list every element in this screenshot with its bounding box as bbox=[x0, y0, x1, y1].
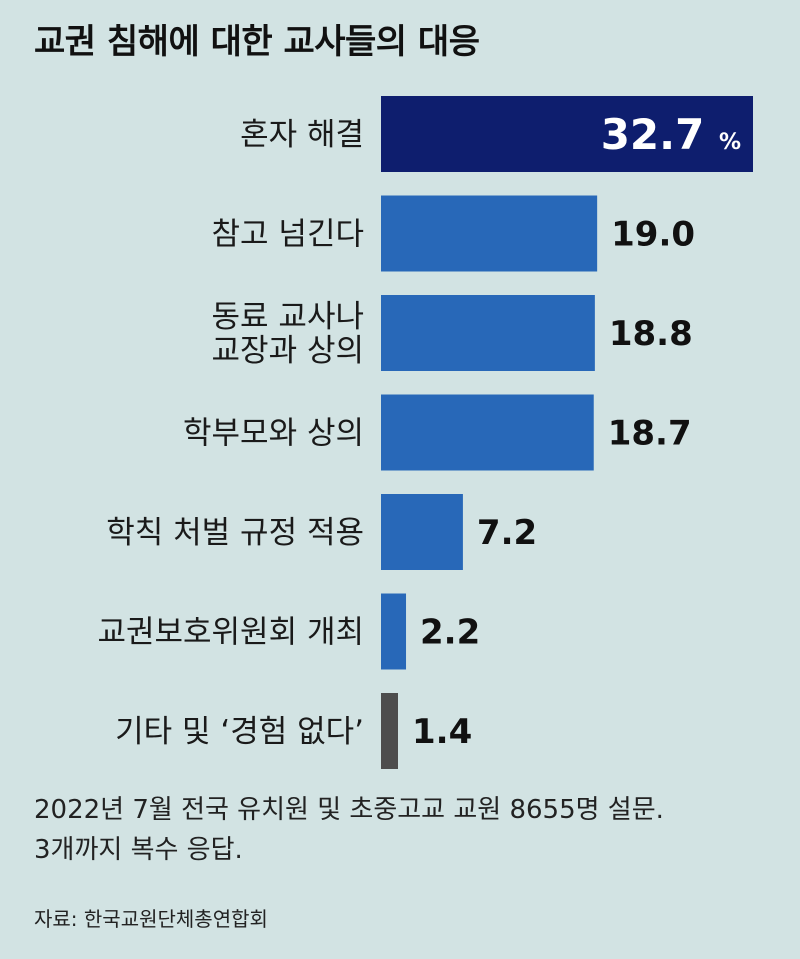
value-label-1: 32.7 % bbox=[601, 110, 741, 159]
category-label-4: 학부모와 상의 bbox=[183, 416, 364, 452]
bar-6 bbox=[381, 593, 407, 670]
bar-4 bbox=[381, 394, 594, 471]
bar-7 bbox=[381, 693, 398, 769]
category-label-7: 기타 및 ‘경험 없다’ bbox=[115, 714, 364, 750]
value-label-4: 18.7 bbox=[608, 414, 692, 454]
category-label-3-line-1: 동료 교사나 bbox=[212, 299, 364, 335]
bar-1 bbox=[381, 96, 753, 172]
survey-note-line-1: 2022년 7월 전국 유치원 및 초중고교 교원 8655명 설문. bbox=[34, 795, 664, 825]
category-label-3-line-2: 교장과 상의 bbox=[212, 333, 364, 369]
survey-note-line-2: 3개까지 복수 응답. bbox=[34, 835, 243, 865]
bar-5 bbox=[381, 494, 463, 570]
category-label-5: 학칙 처벌 규정 적용 bbox=[106, 515, 364, 551]
value-label-3: 18.8 bbox=[609, 314, 693, 354]
bar-3 bbox=[381, 295, 595, 371]
value-label-2: 19.0 bbox=[611, 215, 695, 255]
value-unit: % bbox=[719, 130, 741, 155]
category-label-2: 참고 넘긴다 bbox=[212, 217, 364, 253]
survey-note: 2022년 7월 전국 유치원 및 초중고교 교원 8655명 설문. 3개까지… bbox=[34, 790, 664, 870]
value-label-5: 7.2 bbox=[477, 513, 537, 553]
category-label-6: 교권보호위원회 개최 bbox=[97, 615, 364, 651]
value-label-6: 2.2 bbox=[420, 613, 480, 653]
source-credit: 자료: 한국교원단체총연합회 bbox=[34, 907, 268, 931]
category-label-1: 혼자 해결 bbox=[240, 117, 364, 153]
value-label-7: 1.4 bbox=[412, 712, 472, 752]
chart-title: 교권 침해에 대한 교사들의 대응 bbox=[34, 22, 480, 62]
bar-2 bbox=[381, 195, 598, 272]
